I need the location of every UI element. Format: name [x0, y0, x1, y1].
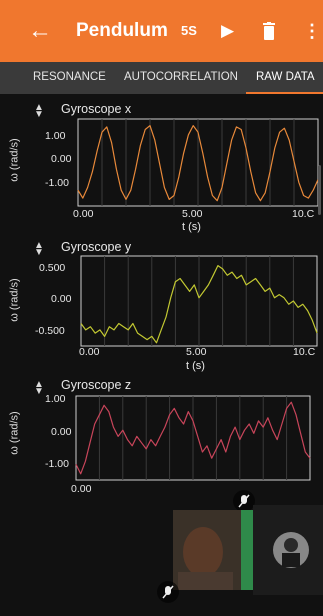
app-bar: ← Pendulum 5S ▶ ⋮ [0, 0, 323, 62]
expand-collapse-icon[interactable]: ▲ ▼ [34, 102, 44, 120]
tab-resonance[interactable]: RESONANCE [33, 71, 106, 83]
x-axis-label: t (s) [186, 360, 205, 372]
y-tick-label: 0.00 [51, 153, 72, 165]
x-tick-label: 0.00 [79, 346, 100, 358]
chart-title: Gyroscope z [61, 378, 132, 392]
back-arrow-icon[interactable]: ← [28, 17, 52, 44]
tab-indicator [246, 92, 323, 94]
series-line [77, 125, 319, 202]
chart-title: Gyroscope x [61, 102, 132, 116]
expand-collapse-icon[interactable]: ▲ ▼ [34, 240, 44, 258]
chart-gyroscope-y [80, 255, 318, 347]
x-tick-label: 5.00 [182, 208, 203, 220]
x-tick-label: 10.C [292, 208, 315, 220]
app-title: Pendulum [76, 20, 168, 41]
expand-collapse-icon[interactable]: ▲ ▼ [34, 379, 44, 397]
tab-bar: RESONANCE AUTOCORRELATION RAW DATA [0, 62, 323, 94]
mic-off-icon[interactable] [233, 490, 255, 512]
tab-raw-data[interactable]: RAW DATA [256, 71, 315, 83]
more-vert-icon[interactable]: ⋮ [303, 21, 321, 41]
x-axis-label: t (s) [182, 221, 201, 233]
chart-panel-gyroscope-x: ▲ ▼ Gyroscope x ω (rad/s) 1.00 0.00 -1.00… [0, 94, 323, 244]
chart-gyroscope-x [77, 118, 319, 207]
x-tick-label: 0.00 [71, 483, 92, 495]
tab-autocorrelation[interactable]: AUTOCORRELATION [124, 71, 238, 83]
series-line [80, 264, 318, 344]
video-tile[interactable] [173, 510, 253, 590]
y-tick-label: 1.00 [45, 130, 66, 142]
scrollbar[interactable] [318, 165, 321, 215]
y-tick-label: -0.500 [35, 325, 65, 337]
chart-title: Gyroscope y [61, 240, 132, 254]
x-tick-label: 10.C [293, 346, 316, 358]
y-tick-label: -1.00 [45, 177, 69, 189]
x-tick-label: 0.00 [73, 208, 94, 220]
avatar [253, 505, 323, 595]
duration-button[interactable]: 5S [181, 23, 197, 38]
x-tick-label: 5.00 [186, 346, 207, 358]
play-icon[interactable]: ▶ [221, 21, 235, 40]
chart-gyroscope-z [75, 395, 311, 481]
y-tick-label: -1.00 [45, 458, 69, 470]
y-tick-label: 0.500 [39, 262, 66, 274]
series-line [75, 401, 311, 475]
y-tick-label: 1.00 [45, 393, 66, 405]
trash-icon[interactable] [263, 22, 275, 40]
chart-panel-gyroscope-z: ▲ ▼ Gyroscope z ω (rad/s) 1.00 0.00 -1.00… [0, 371, 323, 501]
chart-panel-gyroscope-y: ▲ ▼ Gyroscope y ω (rad/s) 0.500 0.00 -0.5… [0, 232, 323, 382]
y-tick-label: 0.00 [51, 293, 72, 305]
y-tick-label: 0.00 [51, 426, 72, 438]
mic-off-icon[interactable] [157, 581, 179, 603]
